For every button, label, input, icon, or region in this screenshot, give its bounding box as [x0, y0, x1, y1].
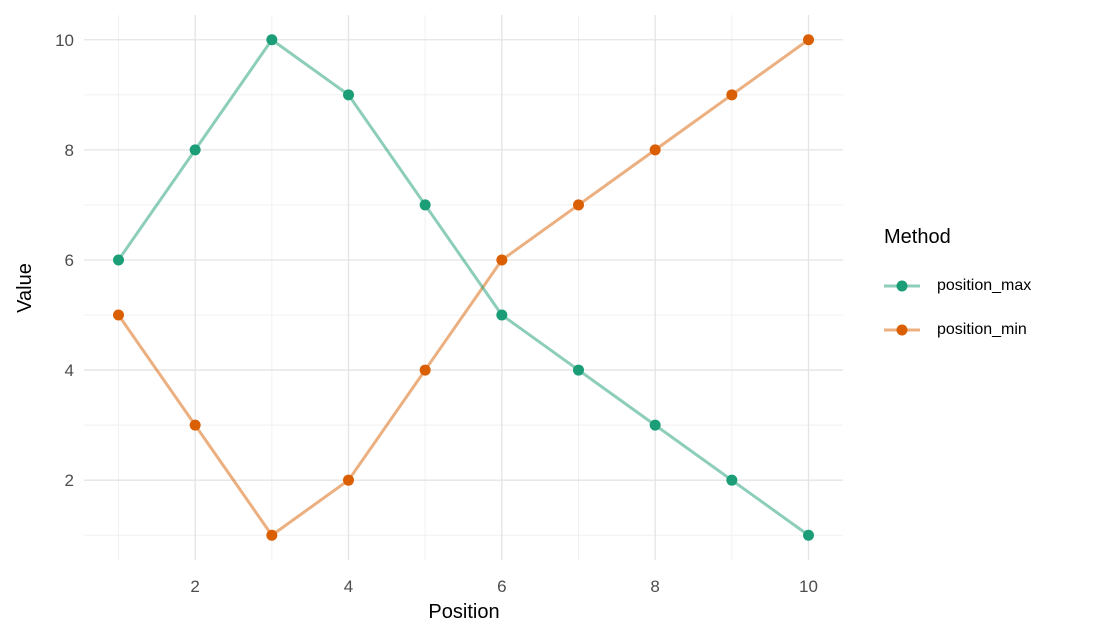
data-point-position_min: [343, 474, 354, 486]
legend-item-position_max: position_max: [884, 275, 1031, 297]
data-point-position_min: [803, 34, 814, 46]
y-axis-title: Value: [14, 263, 36, 313]
series-line-position_min: [117, 38, 810, 537]
data-point-position_max: [189, 144, 201, 156]
data-point-position_min: [266, 529, 278, 541]
data-point-position_min: [649, 144, 661, 156]
data-point-position_max: [803, 529, 814, 541]
y-tick-label: 4: [65, 361, 74, 380]
series-line-position_max: [117, 38, 810, 537]
legend-key-icon: [884, 280, 920, 292]
data-point-position_min: [419, 364, 431, 376]
data-point-position_max: [419, 199, 431, 211]
data-point-position_max: [726, 474, 738, 486]
data-point-position_min: [726, 89, 738, 101]
x-axis-title: Position: [428, 601, 500, 623]
data-point-position_min: [189, 419, 201, 431]
data-point-position_max: [266, 34, 278, 46]
data-point-position_min: [573, 199, 584, 211]
data-point-position_max: [343, 89, 354, 101]
data-point-position_min: [113, 309, 124, 321]
legend-item-position_min: position_min: [884, 319, 1031, 341]
legend-label: position_min: [937, 321, 1027, 338]
x-tick-label: 4: [344, 577, 353, 596]
data-point-position_max: [649, 419, 661, 431]
x-tick-label: 6: [497, 577, 506, 596]
x-tick-label: 10: [799, 577, 818, 596]
y-tick-label: 2: [65, 471, 74, 490]
data-point-position_min: [496, 254, 508, 266]
legend-label: position_max: [937, 277, 1032, 294]
data-point-position_max: [573, 364, 584, 376]
legend: Method position_max position_min: [884, 226, 1031, 341]
y-tick-label: 6: [65, 251, 74, 270]
y-tick-label: 8: [65, 141, 74, 160]
x-tick-label: 8: [650, 577, 659, 596]
legend-title: Method: [884, 226, 951, 248]
x-tick-label: 2: [190, 577, 199, 596]
y-tick-label: 10: [55, 31, 74, 50]
data-point-position_max: [113, 254, 124, 266]
legend-key-icon: [884, 324, 920, 336]
data-point-position_max: [496, 309, 508, 321]
legend-items: position_max position_min: [884, 275, 1031, 341]
